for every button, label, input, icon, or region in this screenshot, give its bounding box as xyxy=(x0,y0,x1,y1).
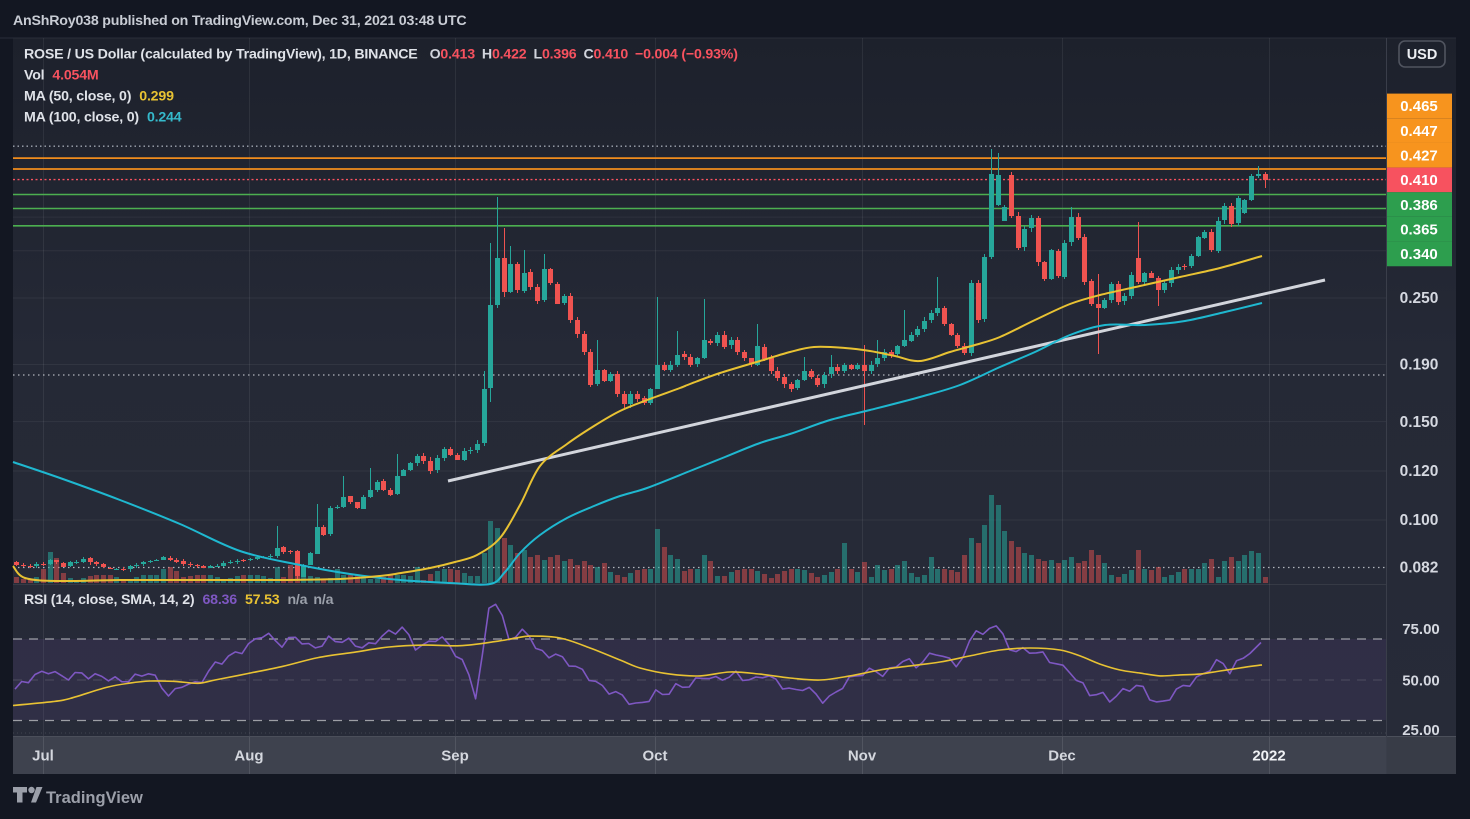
svg-text:RSI (14, close, SMA, 14, 2)68.: RSI (14, close, SMA, 14, 2) 68.36 57.53 n/a… xyxy=(24,592,334,608)
svg-text:0.250: 0.250 xyxy=(1400,290,1439,307)
svg-text:0.465: 0.465 xyxy=(1400,98,1438,115)
svg-text:Aug: Aug xyxy=(234,748,263,765)
svg-text:0.120: 0.120 xyxy=(1400,463,1439,480)
svg-text:0.150: 0.150 xyxy=(1400,414,1439,431)
svg-text:0.082: 0.082 xyxy=(1400,560,1439,577)
svg-text:0.190: 0.190 xyxy=(1400,357,1439,374)
svg-text:0.365: 0.365 xyxy=(1400,221,1438,238)
svg-text:USD: USD xyxy=(1407,47,1438,63)
svg-text:AnShRoy038 published on Tradin: AnShRoy038 published on TradingView.com,… xyxy=(13,13,466,29)
svg-text:0.100: 0.100 xyxy=(1400,512,1439,529)
svg-text:0.386: 0.386 xyxy=(1400,197,1438,214)
svg-text:2022: 2022 xyxy=(1252,748,1285,765)
svg-text:Jul: Jul xyxy=(32,748,54,765)
svg-text:0.340: 0.340 xyxy=(1400,246,1438,263)
svg-text:MA (50, close, 0)0.299: MA (50, close, 0) 0.299 xyxy=(24,89,174,105)
svg-text:25.00: 25.00 xyxy=(1402,722,1440,739)
svg-text:Dec: Dec xyxy=(1048,748,1076,765)
svg-text:75.00: 75.00 xyxy=(1402,621,1440,638)
svg-text:ROSE / US Dollar (calculated b: ROSE / US Dollar (calculated by TradingV… xyxy=(24,47,738,63)
svg-text:MA (100, close, 0)0.244: MA (100, close, 0) 0.244 xyxy=(24,110,182,126)
svg-text:0.427: 0.427 xyxy=(1400,147,1438,164)
svg-text:Oct: Oct xyxy=(642,748,667,765)
svg-text:0.410: 0.410 xyxy=(1400,172,1438,189)
svg-text:50.00: 50.00 xyxy=(1402,673,1440,690)
svg-text:Sep: Sep xyxy=(441,748,469,765)
svg-text:Nov: Nov xyxy=(848,748,877,765)
svg-text:0.447: 0.447 xyxy=(1400,123,1438,140)
svg-text:TradingView: TradingView xyxy=(46,789,143,807)
